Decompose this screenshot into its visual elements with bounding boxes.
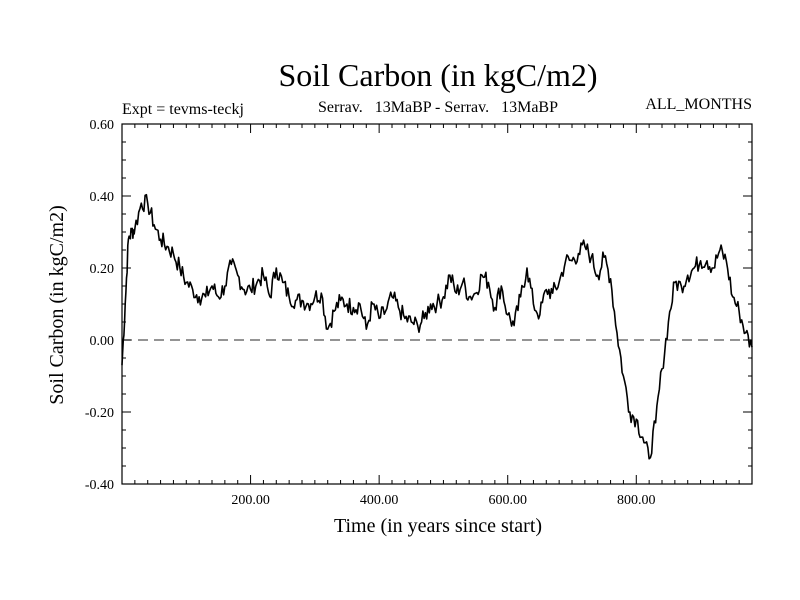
chart-subtitle-left: Expt = tevms-teckj [122, 101, 244, 118]
y-tick-label: 0.00 [90, 334, 115, 349]
series-layer [121, 193, 753, 460]
x-tick-label: 800.00 [617, 493, 656, 508]
y-axis: 0.60 0.40 0.20 0.00 -0.20 -0.40 [85, 118, 752, 493]
chart-subtitle-center: Serrav. 13MaBP - Serrav. 13MaBP [318, 99, 558, 116]
chart-subtitle-right: ALL_MONTHS [645, 96, 752, 113]
x-tick-label: 200.00 [231, 493, 270, 508]
y-tick-label: 0.60 [90, 118, 115, 133]
y-tick-label: -0.40 [85, 478, 114, 493]
y-tick-label: 0.40 [90, 190, 115, 205]
y-tick-label: -0.20 [85, 406, 114, 421]
x-axis-label: Time (in years since start) [334, 515, 542, 537]
chart-title: Soil Carbon (in kgC/m2) [278, 57, 597, 93]
x-tick-label: 600.00 [488, 493, 527, 508]
series-line-soil-carbon [121, 193, 753, 460]
y-axis-label: Soil Carbon (in kgC/m2) [46, 205, 68, 404]
x-tick-label: 400.00 [360, 493, 399, 508]
x-axis: 200.00 400.00 600.00 800.00 [134, 124, 740, 508]
y-tick-label: 0.20 [90, 262, 115, 277]
